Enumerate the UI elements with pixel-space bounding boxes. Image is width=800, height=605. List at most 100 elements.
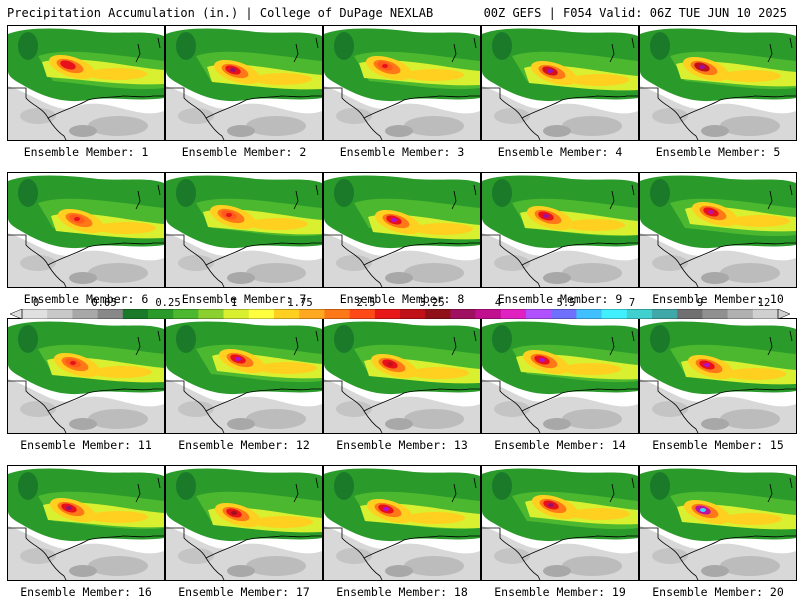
colorbar-swatch xyxy=(752,309,779,319)
colorbar-tick-label: 1.75 xyxy=(287,297,313,309)
colorbar-swatch xyxy=(702,309,728,319)
precip-map xyxy=(323,318,481,434)
ensemble-panel: Ensemble Member: 8 xyxy=(323,172,481,312)
ensemble-panel: Ensemble Member: 7 xyxy=(165,172,323,312)
colorbar-tick-label: 1 xyxy=(230,297,238,309)
ensemble-panel: Ensemble Member: 3 xyxy=(323,25,481,165)
ensemble-member-label: Ensemble Member: 10 xyxy=(652,292,784,306)
colorbar-swatch xyxy=(425,309,451,319)
ensemble-member-label: Ensemble Member: 16 xyxy=(20,585,152,599)
colorbar-swatch xyxy=(173,309,199,319)
colorbar-left-arrow xyxy=(10,309,23,319)
precip-map xyxy=(7,25,165,141)
ensemble-panel: Ensemble Member: 16 xyxy=(7,465,165,605)
precip-map xyxy=(481,318,639,434)
colorbar-tick-label: 12 xyxy=(757,297,771,309)
colorbar-swatch xyxy=(500,309,527,319)
ensemble-member-label: Ensemble Member: 12 xyxy=(178,438,310,452)
ensemble-panel: Ensemble Member: 1 xyxy=(7,25,165,165)
colorbar-swatch xyxy=(551,309,577,319)
colorbar-swatch xyxy=(652,309,678,319)
colorbar-swatch xyxy=(223,309,250,319)
colorbar-swatch xyxy=(198,309,224,319)
precip-map xyxy=(639,318,797,434)
ensemble-member-label: Ensemble Member: 14 xyxy=(494,438,626,452)
ensemble-member-label: Ensemble Member: 17 xyxy=(178,585,310,599)
colorbar-swatch xyxy=(122,309,149,319)
precip-map xyxy=(481,465,639,581)
colorbar-swatch xyxy=(626,309,653,319)
ensemble-member-label: Ensemble Member: 2 xyxy=(181,145,307,159)
colorbar-swatch xyxy=(400,309,426,319)
colorbar-swatch xyxy=(677,309,703,319)
colorbar-swatch xyxy=(526,309,552,319)
ensemble-member-label: Ensemble Member: 20 xyxy=(652,585,784,599)
ensemble-panel: Ensemble Member: 20 xyxy=(639,465,797,605)
colorbar-swatch xyxy=(576,309,602,319)
colorbar-swatch xyxy=(475,309,502,319)
colorbar-swatch xyxy=(324,309,350,319)
map-title: Precipitation Accumulation (in.) | Colle… xyxy=(7,6,434,20)
ensemble-member-label: Ensemble Member: 3 xyxy=(339,145,465,159)
ensemble-member-label: Ensemble Member: 15 xyxy=(652,438,784,452)
ensemble-member-label: Ensemble Member: 18 xyxy=(336,585,468,599)
precip-map xyxy=(165,465,323,581)
colorbar-swatch xyxy=(274,309,300,319)
colorbar-swatch xyxy=(450,309,476,319)
ensemble-member-label: Ensemble Member: 1 xyxy=(23,145,149,159)
ensemble-member-label: Ensemble Member: 19 xyxy=(494,585,626,599)
colorbar-right-arrow xyxy=(777,309,790,319)
precip-map xyxy=(639,172,797,288)
ensemble-member-label: Ensemble Member: 6 xyxy=(23,292,149,306)
colorbar-swatch xyxy=(72,309,98,319)
colorbar-swatch xyxy=(374,309,401,319)
precip-map xyxy=(7,172,165,288)
ensemble-panel: Ensemble Member: 10 xyxy=(639,172,797,312)
ensemble-panel: Ensemble Member: 15 xyxy=(639,318,797,458)
precip-map xyxy=(323,465,481,581)
precip-map xyxy=(481,25,639,141)
precip-map xyxy=(323,172,481,288)
precip-map xyxy=(165,172,323,288)
precip-map xyxy=(639,465,797,581)
colorbar-tick-label: 0.25 xyxy=(155,297,181,309)
colorbar-swatch xyxy=(727,309,754,319)
ensemble-member-label: Ensemble Member: 8 xyxy=(339,292,465,306)
colorbar-legend: 0 0.05 0.25 1 1.75 2.5 3.25 4 5.5 7 9 12 xyxy=(10,297,790,319)
ensemble-panel: Ensemble Member: 2 xyxy=(165,25,323,165)
ensemble-member-label: Ensemble Member: 9 xyxy=(497,292,623,306)
precip-map xyxy=(323,25,481,141)
ensemble-panel: Ensemble Member: 13 xyxy=(323,318,481,458)
ensemble-panel: Ensemble Member: 18 xyxy=(323,465,481,605)
colorbar-tick-label: 3.25 xyxy=(419,297,445,309)
colorbar-tick-label: 4 xyxy=(494,297,502,309)
ensemble-panel: Ensemble Member: 17 xyxy=(165,465,323,605)
ensemble-panel: Ensemble Member: 11 xyxy=(7,318,165,458)
colorbar-tick-label: 2.5 xyxy=(356,297,376,309)
colorbar-tick-label: 5.5 xyxy=(556,297,576,309)
run-valid-time: 00Z GEFS | F054 Valid: 06Z TUE JUN 10 20… xyxy=(483,6,787,20)
colorbar-swatch xyxy=(248,309,275,319)
precip-map xyxy=(165,25,323,141)
colorbar-swatch xyxy=(47,309,73,319)
colorbar-swatch xyxy=(148,309,174,319)
ensemble-panel: Ensemble Member: 19 xyxy=(481,465,639,605)
colorbar-swatches xyxy=(10,309,790,319)
ensemble-panel: Ensemble Member: 14 xyxy=(481,318,639,458)
colorbar-swatch xyxy=(299,309,325,319)
ensemble-panel: Ensemble Member: 6 xyxy=(7,172,165,312)
colorbar-swatch xyxy=(601,309,628,319)
colorbar-swatch xyxy=(349,309,376,319)
ensemble-member-label: Ensemble Member: 5 xyxy=(655,145,781,159)
precip-map xyxy=(165,318,323,434)
ensemble-panel: Ensemble Member: 4 xyxy=(481,25,639,165)
ensemble-member-label: Ensemble Member: 11 xyxy=(20,438,152,452)
ensemble-member-label: Ensemble Member: 7 xyxy=(181,292,307,306)
precip-map xyxy=(639,25,797,141)
colorbar-swatch xyxy=(22,309,48,319)
ensemble-panel: Ensemble Member: 9 xyxy=(481,172,639,312)
colorbar-tick-label: 0.05 xyxy=(91,297,117,309)
ensemble-member-label: Ensemble Member: 4 xyxy=(497,145,623,159)
ensemble-panel: Ensemble Member: 5 xyxy=(639,25,797,165)
colorbar-tick-labels: 0 0.05 0.25 1 1.75 2.5 3.25 4 5.5 7 9 12 xyxy=(10,297,790,309)
